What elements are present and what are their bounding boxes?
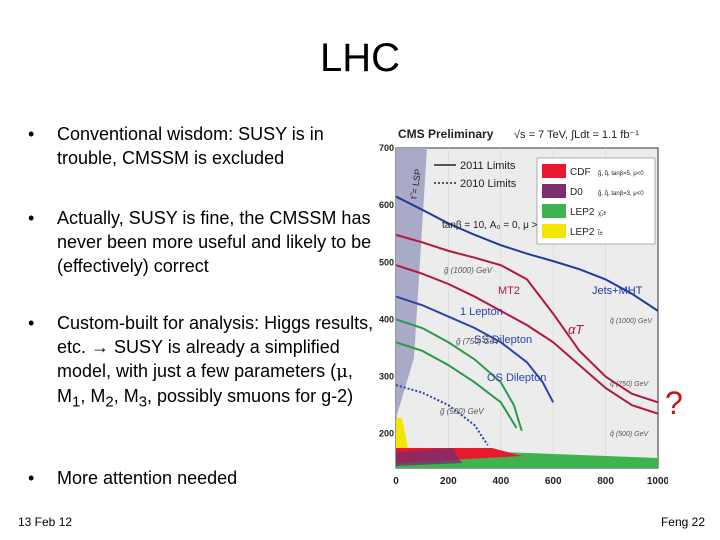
legend-experiment-note: g̃, q̃, tanβ=5, μ<0 [597, 171, 644, 177]
lep2-slepton-region [396, 418, 408, 448]
footer-date: 13 Feb 12 [18, 515, 73, 529]
label-ss-dilepton: SS Dilepton [474, 334, 532, 346]
y-tick-label: 500 [379, 257, 394, 267]
chart-title: CMS Preliminary [398, 127, 494, 141]
label-squark-750: q̃ (750) GeV [610, 381, 649, 388]
lsp-excluded-region [396, 148, 427, 418]
series-line-jets-mht [395, 195, 659, 312]
label-os-dilepton: OS Dilepton [487, 372, 546, 384]
legend-experiment-note: l̃± [597, 230, 604, 237]
bullet-dot: • [28, 313, 35, 333]
series-line-1-lepton [395, 295, 555, 403]
bullet-dot: • [28, 124, 35, 144]
legend-experiment-name: LEP2 [570, 207, 595, 218]
mu-symbol: μ [336, 361, 348, 382]
y-tick-label: 300 [379, 372, 394, 382]
legend-experiment-name: LEP2 [570, 227, 595, 238]
bullet-text: Custom-built for analysis: Higgs results… [57, 313, 374, 411]
y-tick-label: 200 [379, 429, 394, 439]
bullet-text: Conventional wisdom: SUSY is in trouble,… [57, 124, 324, 168]
question-mark-annotation: ? [665, 385, 683, 421]
bullet-dot: • [28, 468, 35, 488]
label-jets-mht: Jets+MHT [592, 285, 643, 297]
x-tick-label: 600 [545, 476, 562, 487]
bullet-dot: • [28, 208, 35, 228]
label-squark-500: q̃ (500) GeV [610, 431, 649, 438]
d0-region [396, 448, 462, 466]
x-tick-label: 400 [492, 476, 509, 487]
x-tick-label: 0 [393, 476, 399, 487]
label-gluino-750: g̃ (750) GeV [456, 337, 500, 346]
label-1-lepton: 1 Lepton [460, 306, 503, 318]
legend-experiment-note: g̃, q̃, tanβ=3, μ<0 [597, 191, 644, 197]
legend-swatch [542, 204, 566, 218]
legend-2010: 2010 Limits [460, 178, 517, 190]
slide-title: LHC [319, 36, 401, 80]
bullet-text: Actually, SUSY is fine, the CMSSM has ne… [57, 208, 372, 276]
x-tick-label: 1000 [647, 476, 668, 487]
arrow-glyph: → [91, 337, 110, 357]
series-line-2010-limits [395, 384, 489, 446]
series-line--t [395, 264, 659, 415]
x-tick-label: 200 [440, 476, 457, 487]
legend-swatch [542, 164, 566, 178]
y-tick-label: 600 [379, 200, 394, 210]
series-line-os-dilepton [395, 341, 518, 429]
legend-swatch [542, 224, 566, 238]
label-squark-1000: q̃ (1000) GeV [610, 318, 653, 325]
y-tick-label: 400 [379, 314, 394, 324]
chart-subtitle: √s = 7 TeV, ∫Ldt = 1.1 fb⁻¹ [514, 129, 639, 141]
label-gluino-500: g̃ (500) GeV [440, 407, 484, 416]
bullet-text: More attention needed [57, 468, 238, 488]
footer-page: Feng 22 [660, 515, 705, 529]
legend-2011: 2011 Limits [460, 160, 516, 172]
legend-swatch [542, 184, 566, 198]
series-line-ss-dilepton [395, 318, 523, 432]
label-gluino-1000: g̃ (1000) GeV [444, 266, 493, 275]
legend-experiment-name: CDF [570, 167, 591, 178]
x-tick-label: 800 [597, 476, 614, 487]
legend-experiment-name: D0 [570, 187, 583, 198]
label-mt2: MT2 [498, 285, 520, 297]
legend-experiment-note: χ̃₁± [598, 211, 607, 217]
label-alpha-t: αT [568, 322, 584, 337]
y-tick-label: 700 [379, 143, 394, 153]
exclusion-chart: 0 200 400 600 800 1000 200 300 400 500 600 700 CMS … [372, 118, 668, 490]
param-text: tanβ = 10, A₀ = 0, μ > 0 [442, 220, 546, 231]
series-line-mt2 [395, 233, 659, 404]
